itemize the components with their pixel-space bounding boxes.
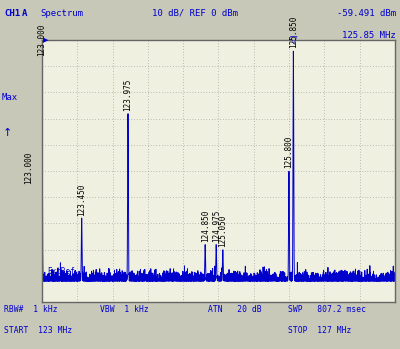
Text: 123.975: 123.975 bbox=[124, 79, 132, 111]
Text: 123.450: 123.450 bbox=[77, 183, 86, 215]
Text: Spectrum: Spectrum bbox=[40, 9, 83, 18]
Text: 124.850: 124.850 bbox=[201, 209, 210, 242]
Text: ExtRef: ExtRef bbox=[47, 267, 75, 276]
Text: 125.85 MHz: 125.85 MHz bbox=[342, 31, 396, 40]
Text: ↑: ↑ bbox=[2, 128, 12, 138]
Text: A: A bbox=[22, 9, 27, 18]
Text: ▶: ▶ bbox=[43, 37, 48, 43]
Text: STOP  127 MHz: STOP 127 MHz bbox=[288, 326, 351, 335]
Text: VBW  1 kHz: VBW 1 kHz bbox=[100, 305, 149, 314]
Text: -59.491 dBm: -59.491 dBm bbox=[337, 9, 396, 18]
Text: 123.000: 123.000 bbox=[24, 151, 33, 184]
Text: RBW#  1 kHz: RBW# 1 kHz bbox=[4, 305, 58, 314]
Text: 124.975: 124.975 bbox=[212, 209, 221, 242]
Text: 123.000: 123.000 bbox=[38, 23, 46, 56]
Text: SWP   807.2 msec: SWP 807.2 msec bbox=[288, 305, 366, 314]
Text: ▽: ▽ bbox=[290, 35, 297, 45]
Text: 10 dB/ REF 0 dBm: 10 dB/ REF 0 dBm bbox=[152, 9, 238, 18]
Text: 125.050: 125.050 bbox=[218, 215, 227, 247]
Text: START  123 MHz: START 123 MHz bbox=[4, 326, 72, 335]
Text: CH1: CH1 bbox=[4, 9, 20, 18]
Text: ATN   20 dB: ATN 20 dB bbox=[208, 305, 262, 314]
Text: 125.850: 125.850 bbox=[289, 16, 298, 48]
Text: 125.800: 125.800 bbox=[284, 136, 294, 168]
Text: Max: Max bbox=[2, 93, 18, 102]
